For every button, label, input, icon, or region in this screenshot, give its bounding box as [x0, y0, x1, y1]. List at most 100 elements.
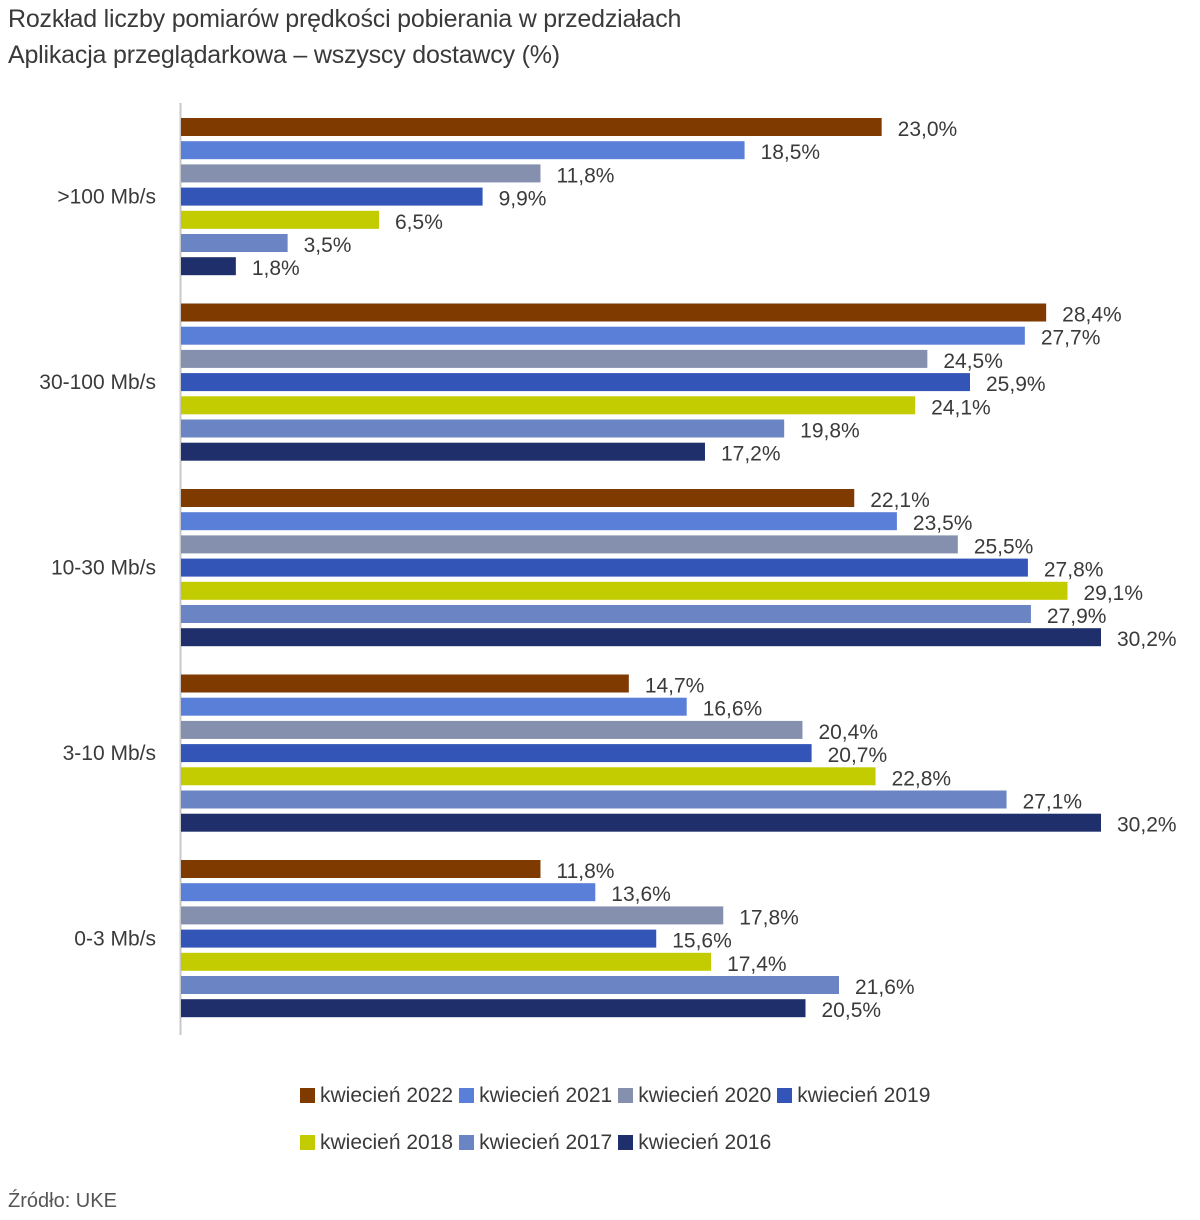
- legend-swatch: [300, 1088, 315, 1103]
- data-label: 23,5%: [913, 512, 973, 535]
- data-label: 1,8%: [252, 257, 300, 280]
- data-label: 20,4%: [818, 721, 878, 744]
- legend-item: kwiecień 2020: [618, 1084, 771, 1108]
- bar: [181, 558, 1028, 577]
- bar: [181, 118, 882, 136]
- bar: [181, 674, 629, 693]
- bar: [181, 883, 596, 902]
- data-label: 16,6%: [703, 698, 763, 721]
- data-label: 13,6%: [611, 883, 671, 906]
- data-label: 25,5%: [974, 535, 1034, 558]
- bar: [181, 976, 840, 994]
- bar: [181, 373, 971, 392]
- data-label: 3,5%: [304, 234, 352, 257]
- data-label: 18,5%: [761, 141, 821, 164]
- data-label: 14,7%: [645, 675, 705, 698]
- data-label: 22,1%: [870, 489, 930, 512]
- legend-label: kwiecień 2017: [479, 1130, 613, 1154]
- legend-label: kwiecień 2022: [320, 1083, 454, 1107]
- data-label: 23,0%: [898, 118, 958, 141]
- category-label: 10-30 Mb/s: [51, 557, 156, 580]
- data-label: 15,6%: [672, 930, 732, 953]
- legend: kwiecień 2022 kwiecień 2021 kwiecień 2020 k…: [300, 1072, 1020, 1166]
- bar: [181, 210, 380, 229]
- bar: [181, 164, 541, 183]
- data-label: 29,1%: [1083, 582, 1143, 605]
- bar: [181, 442, 705, 461]
- bar: [181, 489, 855, 507]
- data-label: 6,5%: [395, 211, 443, 234]
- bar: [181, 303, 1047, 322]
- chart-subtitle: Aplikacja przeglądarkowa – wszyscy dosta…: [8, 41, 560, 69]
- data-label: 17,2%: [721, 443, 781, 466]
- legend-item: kwiecień 2019: [777, 1084, 930, 1108]
- data-label: 22,8%: [892, 767, 952, 790]
- bar: [181, 790, 1007, 809]
- bar: [181, 906, 724, 925]
- legend-item: kwiecień 2021: [459, 1084, 612, 1108]
- data-label: 27,9%: [1047, 605, 1107, 628]
- bar: [181, 396, 916, 415]
- bar: [181, 257, 236, 276]
- legend-item: kwiecień 2018: [300, 1131, 453, 1155]
- source-note: Źródło: UKE: [8, 1190, 117, 1212]
- bar: [181, 581, 1068, 600]
- legend-label: kwiecień 2018: [320, 1130, 454, 1154]
- data-label: 27,8%: [1044, 559, 1104, 582]
- chart-title: Rozkład liczby pomiarów prędkości pobier…: [8, 5, 682, 33]
- data-label: 17,4%: [727, 953, 787, 976]
- legend-swatch: [300, 1135, 315, 1150]
- data-label: 9,9%: [499, 188, 547, 211]
- legend-label: kwiecień 2020: [638, 1083, 772, 1107]
- bar: [181, 605, 1031, 623]
- category-label: >100 Mb/s: [57, 186, 156, 209]
- legend-item: kwiecień 2022: [300, 1084, 453, 1108]
- data-label: 17,8%: [739, 906, 799, 929]
- legend-swatch: [618, 1135, 634, 1150]
- legend-swatch: [618, 1088, 634, 1103]
- bar: [181, 628, 1101, 647]
- data-label: 20,5%: [822, 999, 882, 1022]
- data-label: 24,5%: [943, 350, 1003, 373]
- data-label: 19,8%: [800, 420, 860, 443]
- bar: [181, 767, 876, 786]
- bar: [181, 744, 812, 763]
- data-label: 24,1%: [931, 396, 991, 419]
- data-label: 11,8%: [556, 164, 614, 187]
- data-label: 30,2%: [1117, 814, 1177, 837]
- bar: [181, 141, 745, 160]
- data-label: 21,6%: [855, 976, 915, 999]
- data-label: 27,7%: [1041, 327, 1101, 350]
- legend-row: kwiecień 2018 kwiecień 2017 kwiecień 2016: [300, 1119, 1020, 1166]
- data-label: 28,4%: [1062, 304, 1122, 327]
- bar: [181, 234, 288, 252]
- bar: [181, 326, 1025, 345]
- data-label: 20,7%: [828, 744, 888, 767]
- legend-row: kwiecień 2022 kwiecień 2021 kwiecień 2020 k…: [300, 1072, 1020, 1119]
- bar: [181, 512, 897, 531]
- category-label: 30-100 Mb/s: [39, 371, 156, 394]
- data-label: 11,8%: [556, 860, 614, 883]
- bar: [181, 720, 803, 739]
- category-label: 3-10 Mb/s: [63, 742, 156, 765]
- bar-chart: >100 Mb/s 23,0% 18,5% 11,8% 9,9% 6,5% 3,5%1,8%…: [39, 103, 1177, 1035]
- bar: [181, 419, 785, 438]
- bar: [181, 535, 958, 554]
- legend-label: kwiecień 2021: [479, 1083, 613, 1107]
- bar: [181, 999, 806, 1018]
- category-label: 0-3 Mb/s: [74, 928, 156, 951]
- legend-swatch: [777, 1088, 793, 1103]
- legend-swatch: [459, 1135, 475, 1150]
- bar: [181, 187, 483, 206]
- bar: [181, 929, 657, 948]
- data-label: 25,9%: [986, 373, 1046, 396]
- legend-swatch: [459, 1088, 475, 1103]
- legend-label: kwiecień 2016: [638, 1130, 772, 1154]
- legend-item: kwiecień 2016: [618, 1131, 771, 1155]
- legend-label: kwiecień 2019: [797, 1083, 931, 1107]
- bar: [181, 697, 687, 716]
- bar: [181, 952, 712, 971]
- data-label: 27,1%: [1023, 791, 1083, 814]
- bar: [181, 349, 928, 368]
- data-label: 30,2%: [1117, 628, 1177, 651]
